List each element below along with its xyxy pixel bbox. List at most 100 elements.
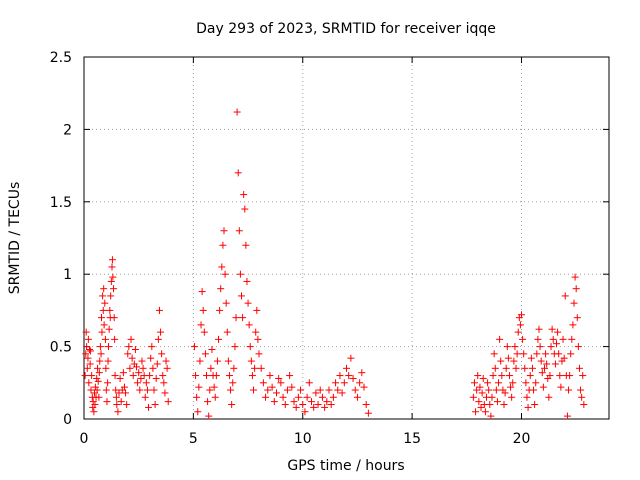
data-point: [204, 398, 212, 406]
data-point: [301, 408, 309, 416]
data-point: [218, 263, 226, 271]
data-point: [534, 335, 542, 343]
y-tick-label: 1: [63, 267, 72, 283]
data-point: [217, 285, 225, 293]
data-point: [325, 386, 333, 394]
data-point: [207, 364, 215, 372]
data-point: [96, 357, 104, 365]
data-point: [343, 364, 350, 372]
data-point: [268, 383, 276, 391]
data-point: [303, 393, 311, 401]
data-point: [133, 363, 140, 371]
data-point: [139, 364, 147, 372]
data-point: [362, 401, 370, 409]
data-point: [548, 325, 556, 333]
y-tick-label: 2.5: [50, 50, 72, 66]
data-point: [497, 357, 505, 365]
data-point: [151, 401, 159, 409]
data-point: [145, 403, 153, 411]
data-point: [229, 379, 237, 387]
data-point: [477, 403, 485, 411]
data-point: [578, 393, 586, 401]
data-point: [492, 386, 500, 394]
data-point: [279, 393, 287, 401]
data-point: [203, 372, 210, 380]
data-point: [332, 379, 340, 387]
data-point: [225, 372, 233, 380]
data-point: [160, 379, 168, 387]
data-point: [308, 398, 315, 406]
data-point: [115, 389, 123, 397]
data-point: [149, 364, 157, 372]
grid-lines: [84, 57, 609, 419]
data-point: [210, 383, 218, 391]
data-point: [532, 379, 540, 387]
data-point: [87, 347, 95, 355]
data-point: [102, 364, 110, 372]
data-point: [327, 401, 335, 409]
data-point: [216, 306, 224, 314]
data-point: [97, 350, 105, 358]
data-point: [142, 379, 150, 387]
plot-frame: [83, 56, 610, 420]
data-point: [323, 398, 331, 406]
data-point: [234, 169, 242, 177]
data-point: [498, 372, 506, 380]
data-point: [104, 379, 112, 387]
data-point: [360, 383, 368, 391]
data-point: [141, 393, 149, 401]
data-point: [511, 343, 519, 351]
data-point: [199, 306, 207, 314]
data-point: [163, 364, 171, 372]
data-point: [539, 383, 547, 391]
data-point: [116, 374, 124, 382]
data-point: [489, 372, 497, 380]
data-point: [290, 398, 298, 406]
data-point: [516, 321, 524, 329]
data-point: [294, 393, 302, 401]
data-point: [478, 389, 486, 397]
data-point: [264, 386, 272, 394]
data-point: [351, 386, 359, 394]
data-point: [109, 273, 117, 281]
data-point: [486, 401, 494, 409]
data-point: [283, 386, 291, 394]
data-point: [490, 350, 498, 358]
data-point: [340, 379, 348, 387]
data-point: [528, 364, 536, 372]
data-point: [549, 335, 557, 343]
data-point: [579, 372, 587, 380]
data-point: [502, 364, 510, 372]
data-point: [547, 343, 555, 351]
data-point: [493, 398, 501, 406]
x-tick-labels: 0 5 10 15 20: [80, 431, 531, 447]
data-point: [526, 372, 534, 380]
data-point: [521, 364, 529, 372]
data-point: [575, 364, 583, 372]
data-point: [94, 377, 102, 385]
data-point: [192, 372, 200, 380]
y-axis-label: SRMTID / TECUs: [7, 182, 23, 295]
data-point: [158, 350, 166, 358]
data-point: [154, 335, 162, 343]
data-point: [286, 372, 294, 380]
data-point: [551, 360, 559, 368]
data-point: [98, 314, 105, 322]
data-point: [101, 335, 109, 343]
data-point: [194, 408, 202, 416]
data-point: [266, 372, 274, 380]
data-point: [334, 386, 342, 394]
data-point: [81, 372, 89, 380]
data-point: [277, 379, 285, 387]
data-point: [555, 350, 563, 358]
data-point: [88, 372, 96, 380]
data-point: [148, 343, 156, 351]
data-point: [108, 263, 116, 271]
data-point: [215, 335, 223, 343]
data-point: [238, 292, 245, 300]
data-point: [522, 379, 530, 387]
data-point: [559, 335, 567, 343]
data-point: [123, 401, 131, 409]
data-point: [577, 386, 585, 394]
data-point: [128, 354, 136, 362]
